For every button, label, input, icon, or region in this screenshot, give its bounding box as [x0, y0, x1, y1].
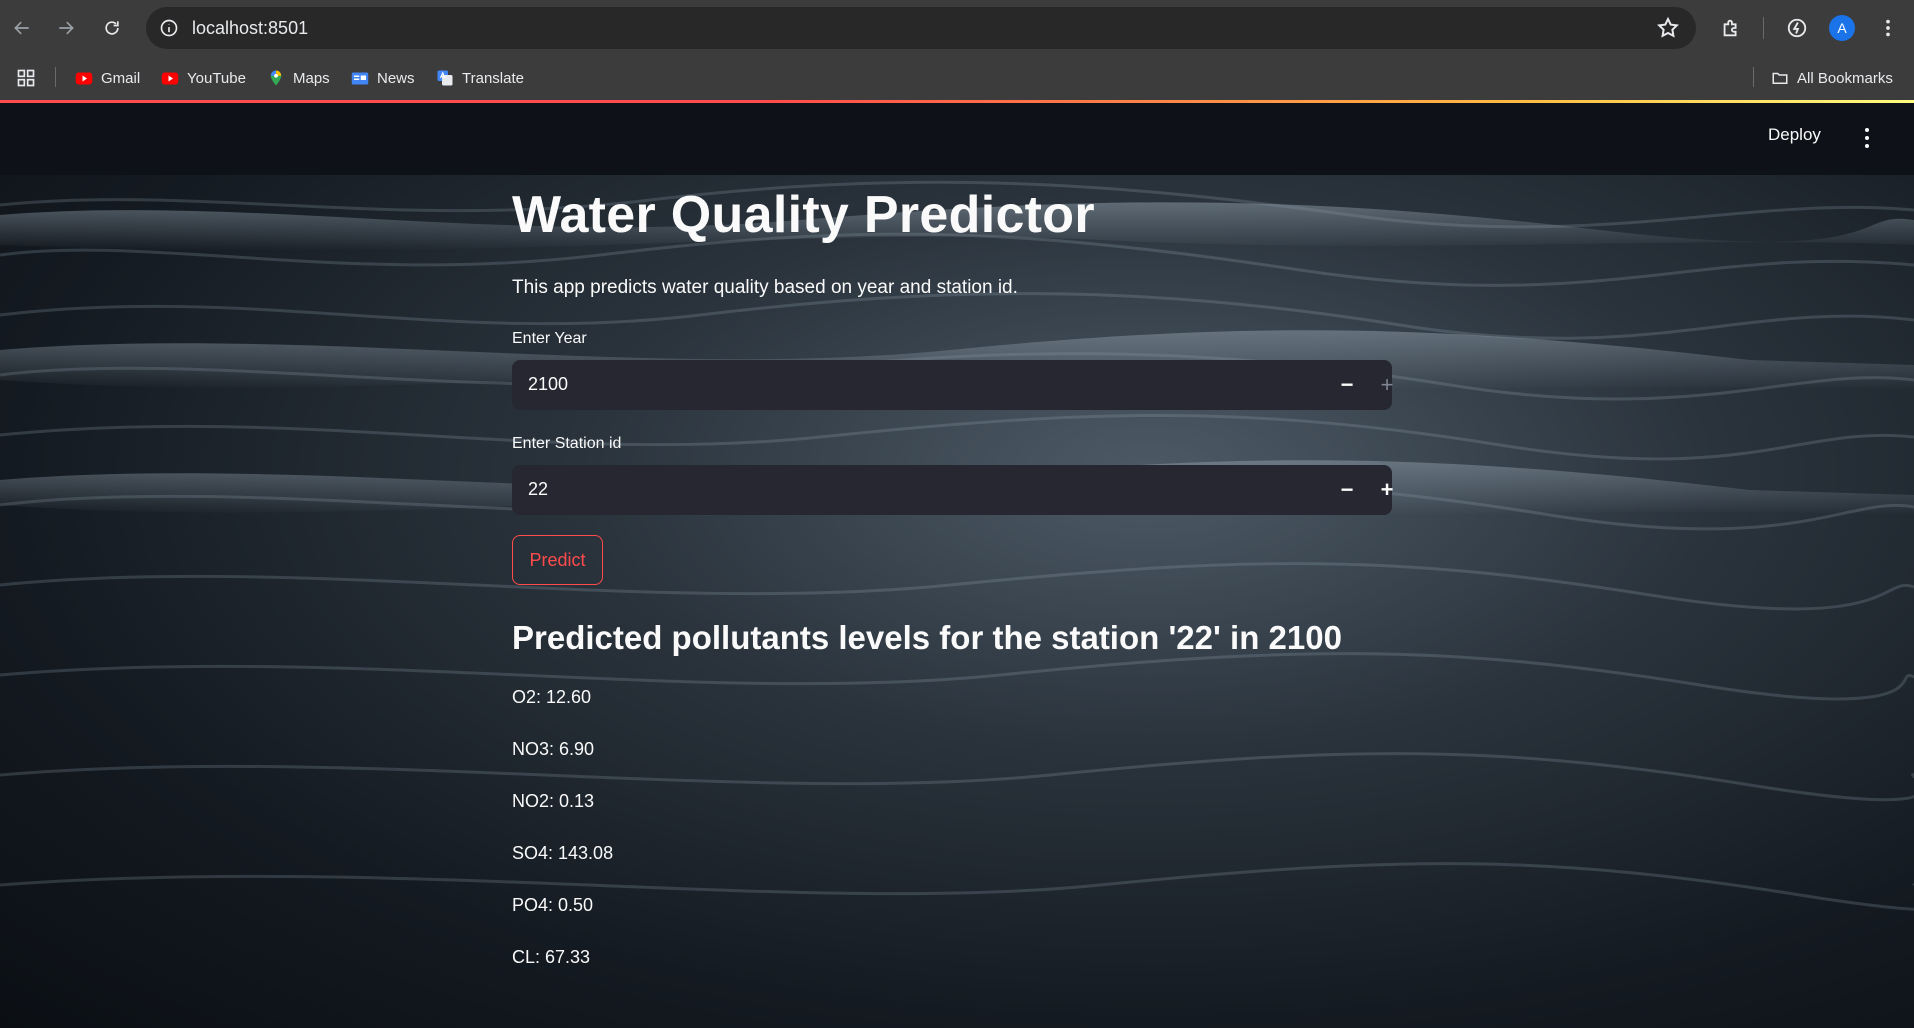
- deploy-button[interactable]: Deploy: [1768, 125, 1821, 144]
- bookmarks-divider-right: [1753, 67, 1754, 87]
- year-input-value[interactable]: 2100: [528, 374, 569, 394]
- bookmark-youtube[interactable]: YouTube: [161, 65, 246, 91]
- bookmarks-divider: [55, 67, 56, 87]
- result-no3: NO3: 6.90: [512, 739, 595, 759]
- result-cl: CL: 67.33: [512, 947, 591, 967]
- news-icon: [351, 69, 369, 87]
- result-so4: SO4: 143.08: [512, 843, 614, 863]
- result-po4: PO4: 0.50: [512, 895, 594, 915]
- page-subtitle: This app predicts water quality based on…: [512, 277, 1018, 298]
- toolbar-divider: [1763, 17, 1764, 39]
- extensions-puzzle-icon[interactable]: [1715, 12, 1747, 44]
- all-bookmarks[interactable]: All Bookmarks: [1771, 65, 1893, 91]
- url-text: localhost:8501: [192, 18, 309, 38]
- bookmark-star-icon[interactable]: [1656, 16, 1680, 40]
- bookmark-news[interactable]: News: [351, 65, 415, 91]
- performance-icon[interactable]: [1781, 12, 1813, 44]
- back-arrow-icon[interactable]: [6, 12, 38, 44]
- page-title: Water Quality Predictor: [512, 186, 1095, 244]
- streamlit-decoration-bar: [0, 100, 1914, 103]
- bookmarks-bar: Gmail YouTube Maps News Translate All Bo…: [0, 55, 1914, 101]
- water-background-image: [0, 175, 1914, 1028]
- station-number-input[interactable]: 22 − +: [512, 465, 1393, 515]
- translate-icon: [436, 69, 454, 87]
- youtube-icon: [161, 69, 179, 87]
- result-no2: NO2: 0.13: [512, 791, 595, 811]
- profile-avatar[interactable]: A: [1829, 15, 1855, 41]
- address-bar[interactable]: localhost:8501: [146, 7, 1696, 49]
- folder-icon: [1771, 69, 1789, 87]
- year-decrement-button[interactable]: −: [1340, 372, 1354, 397]
- result-o2: O2: 12.60: [512, 687, 592, 707]
- gmail-icon: [75, 69, 93, 87]
- year-number-input[interactable]: 2100 − +: [512, 360, 1393, 410]
- browser-toolbar: localhost:8501 A: [0, 0, 1914, 55]
- predict-button[interactable]: Predict: [512, 535, 603, 585]
- result-heading: Predicted pollutants levels for the stat…: [512, 619, 1342, 656]
- forward-arrow-icon[interactable]: [50, 12, 82, 44]
- station-increment-button[interactable]: +: [1380, 477, 1394, 502]
- maps-pin-icon: [267, 69, 285, 87]
- app-header: Deploy: [0, 103, 1914, 175]
- year-increment-button[interactable]: +: [1380, 372, 1394, 397]
- reload-icon[interactable]: [96, 12, 128, 44]
- bookmark-translate[interactable]: Translate: [436, 65, 524, 91]
- apps-grid-icon[interactable]: [16, 65, 36, 91]
- station-input-value[interactable]: 22: [528, 479, 549, 499]
- station-field-label: Enter Station id: [512, 435, 622, 452]
- browser-menu-icon[interactable]: [1872, 12, 1904, 44]
- station-decrement-button[interactable]: −: [1340, 477, 1354, 502]
- bookmark-maps[interactable]: Maps: [267, 65, 330, 91]
- main-menu-icon[interactable]: [1857, 123, 1877, 153]
- site-info-icon[interactable]: [156, 15, 182, 41]
- bookmark-gmail[interactable]: Gmail: [75, 65, 140, 91]
- year-field-label: Enter Year: [512, 330, 587, 347]
